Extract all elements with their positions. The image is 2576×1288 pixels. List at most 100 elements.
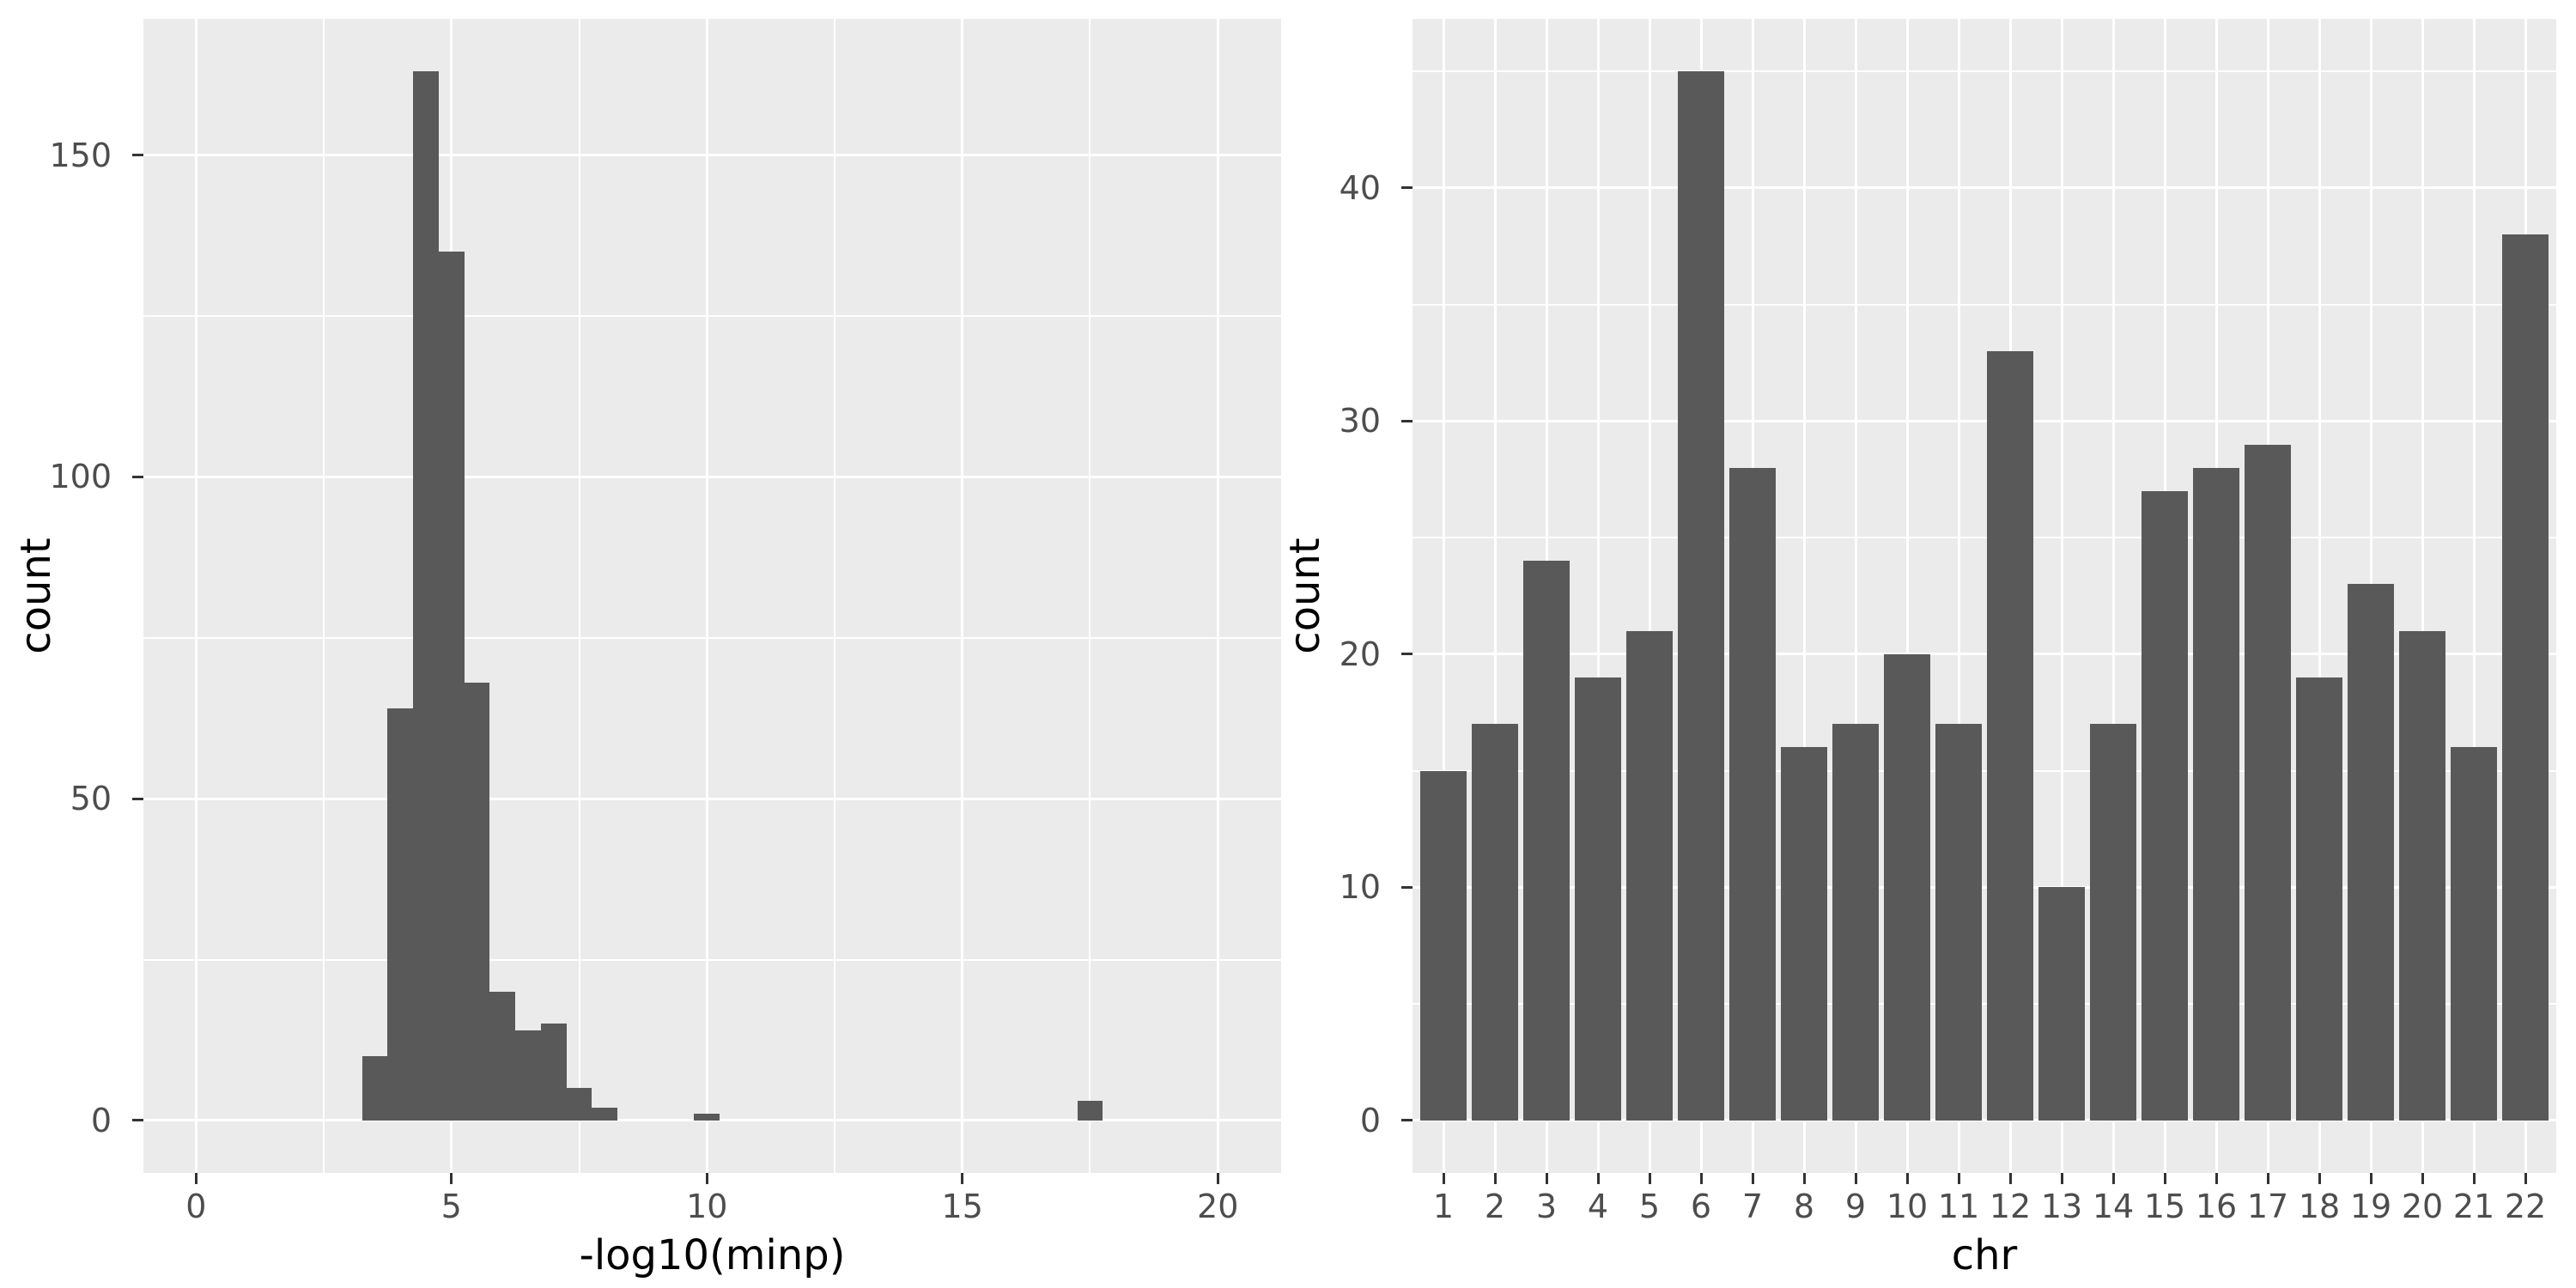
major-gridline-x — [1802, 19, 1806, 1173]
y-axis-tick — [132, 154, 143, 157]
histogram-bar — [361, 1055, 388, 1121]
x-tick-label: 16 — [2195, 1188, 2238, 1225]
x-axis-tick — [2215, 1173, 2218, 1184]
major-gridline-y — [143, 475, 1281, 478]
x-axis-tick — [1802, 1173, 1806, 1184]
x-axis-tick — [961, 1173, 964, 1184]
major-gridline-x — [1493, 19, 1497, 1173]
right-x-axis-title: chr — [1951, 1231, 2018, 1279]
major-gridline-x — [1854, 19, 1857, 1173]
bar — [1781, 747, 1827, 1121]
bar — [1523, 561, 1570, 1121]
bar — [2142, 490, 2188, 1121]
y-tick-label: 50 — [70, 780, 112, 818]
major-gridline-x — [1648, 19, 1651, 1173]
bar — [1935, 724, 1982, 1121]
y-axis-tick — [132, 797, 143, 800]
bar — [1884, 653, 1930, 1121]
x-tick-label: 15 — [2143, 1188, 2186, 1225]
bar — [2502, 234, 2549, 1121]
plot-panel — [143, 19, 1281, 1173]
x-axis-tick — [450, 1173, 453, 1184]
bar — [2038, 887, 2085, 1121]
minor-gridline-y — [143, 636, 1281, 639]
x-tick-label: 9 — [1844, 1188, 1867, 1225]
histogram-bar — [566, 1088, 592, 1121]
bar — [2451, 747, 2497, 1121]
x-tick-label: 10 — [1886, 1188, 1929, 1225]
bar — [1678, 71, 1724, 1121]
x-tick-label: 1 — [1432, 1188, 1455, 1225]
minor-gridline-y — [1413, 303, 2556, 306]
x-axis-tick — [194, 1173, 197, 1184]
x-axis-tick — [2266, 1173, 2269, 1184]
y-axis-tick — [1401, 1119, 1413, 1122]
x-tick-label: 15 — [941, 1188, 983, 1225]
bar — [1626, 630, 1673, 1121]
major-gridline-x — [194, 19, 197, 1173]
x-tick-label: 13 — [2040, 1188, 2083, 1225]
major-gridline-x — [2472, 19, 2476, 1173]
x-axis-tick — [2008, 1173, 2012, 1184]
bar — [1420, 770, 1467, 1121]
x-tick-label: 8 — [1793, 1188, 1815, 1225]
x-tick-label: 19 — [2349, 1188, 2392, 1225]
major-gridline-x — [1442, 19, 1445, 1173]
histogram-bar — [694, 1114, 720, 1121]
bar — [2296, 677, 2342, 1121]
x-tick-label: 6 — [1690, 1188, 1712, 1225]
bar — [1987, 350, 2033, 1121]
histogram-bar — [489, 991, 516, 1121]
left-y-axis-title: count — [12, 538, 60, 654]
x-axis-tick — [2421, 1173, 2424, 1184]
y-axis-tick — [1401, 419, 1413, 422]
right-y-axis-title: count — [1281, 538, 1329, 654]
major-gridline-y — [1413, 419, 2556, 422]
x-tick-label: 18 — [2298, 1188, 2341, 1225]
x-axis-tick — [1216, 1173, 1219, 1184]
x-axis-tick — [1648, 1173, 1651, 1184]
y-axis-tick — [1401, 885, 1413, 889]
major-gridline-y — [1413, 1119, 2556, 1122]
y-tick-label: 0 — [90, 1101, 112, 1139]
x-axis-tick — [2369, 1173, 2372, 1184]
histogram-bar — [540, 1024, 567, 1121]
x-tick-label: 4 — [1587, 1188, 1609, 1225]
minor-gridline-y — [1413, 537, 2556, 539]
major-gridline-x — [1216, 19, 1219, 1173]
bar — [2399, 630, 2445, 1121]
minor-gridline-y — [143, 314, 1281, 317]
histogram-bar — [592, 1107, 618, 1121]
x-tick-label: 12 — [1989, 1188, 2032, 1225]
bar — [1575, 677, 1621, 1121]
major-gridline-x — [2111, 19, 2115, 1173]
x-axis-tick — [1905, 1173, 1909, 1184]
minor-gridline-y — [1413, 70, 2556, 73]
x-tick-label: 2 — [1484, 1188, 1506, 1225]
major-gridline-x — [1596, 19, 1600, 1173]
x-axis-tick — [2524, 1173, 2527, 1184]
y-axis-tick — [1401, 653, 1413, 656]
minor-gridline-x — [578, 19, 580, 1173]
y-axis-tick — [1401, 186, 1413, 190]
x-axis-tick — [1493, 1173, 1497, 1184]
y-tick-label: 20 — [1339, 635, 1381, 673]
x-axis-tick — [1442, 1173, 1445, 1184]
x-axis-tick — [1699, 1173, 1703, 1184]
major-gridline-x — [961, 19, 964, 1173]
major-gridline-y — [143, 1119, 1281, 1122]
x-axis-tick — [2163, 1173, 2166, 1184]
left-x-axis-title: -log10(minp) — [579, 1231, 846, 1279]
plot-panel — [1413, 19, 2556, 1173]
x-axis-tick — [1957, 1173, 1960, 1184]
x-axis-tick — [1545, 1173, 1548, 1184]
y-tick-label: 150 — [49, 136, 112, 174]
x-tick-label: 14 — [2092, 1188, 2135, 1225]
major-gridline-x — [1905, 19, 1909, 1173]
x-axis-tick — [2318, 1173, 2321, 1184]
y-tick-label: 30 — [1339, 402, 1381, 440]
minor-gridline-y — [1413, 769, 2556, 772]
minor-gridline-x — [323, 19, 325, 1173]
x-axis-tick — [2472, 1173, 2476, 1184]
major-gridline-y — [1413, 885, 2556, 889]
